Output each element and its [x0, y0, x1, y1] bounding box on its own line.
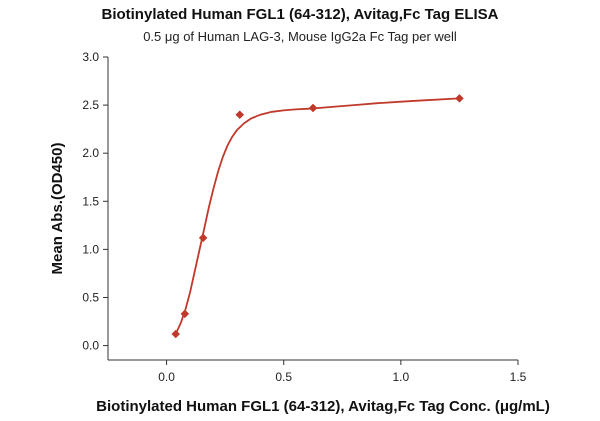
data-points — [171, 94, 464, 339]
data-point — [235, 110, 245, 120]
x-tick-label: 1.0 — [393, 370, 410, 384]
y-tick-label: 1.0 — [82, 242, 99, 256]
fit-curve-line — [174, 97, 460, 335]
chart-title: Biotinylated Human FGL1 (64-312), Avitag… — [101, 6, 499, 23]
y-tick-label: 2.5 — [82, 98, 99, 112]
axes — [107, 57, 518, 361]
x-tick-label: 0.5 — [275, 370, 292, 384]
y-tick-label: 0.0 — [82, 339, 99, 353]
data-point — [171, 329, 181, 339]
y-tick-label: 2.0 — [82, 146, 99, 160]
data-point — [198, 233, 208, 243]
y-tick-label: 0.5 — [82, 290, 99, 304]
ticks: 0.0 0.5 1.0 1.5 0.0 0.5 1.0 1.5 2.0 2.5 3.0 — [82, 50, 526, 384]
y-axis-title: Mean Abs.(OD450) — [49, 143, 66, 275]
y-tick-label: 1.5 — [82, 194, 99, 208]
x-tick-label: 1.5 — [510, 370, 527, 384]
x-axis-title: Biotinylated Human FGL1 (64-312), Avitag… — [96, 398, 550, 415]
data-point — [308, 103, 318, 113]
chart-subtitle: 0.5 μg of Human LAG-3, Mouse IgG2a Fc Ta… — [143, 29, 457, 44]
data-point — [180, 309, 190, 319]
data-point — [455, 94, 464, 103]
y-tick-label: 3.0 — [82, 50, 99, 64]
x-tick-label: 0.0 — [158, 370, 175, 384]
